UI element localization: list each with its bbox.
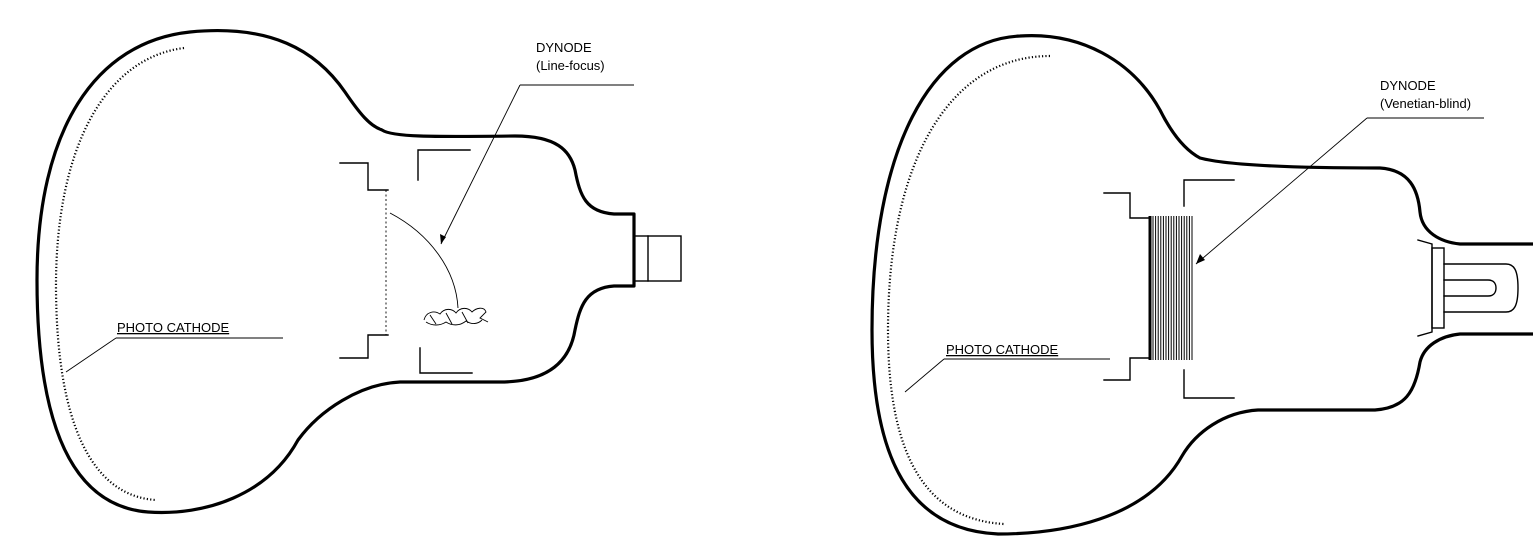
left-tube-envelope: [35, 29, 636, 515]
right-focus-electrode-top: [1103, 192, 1151, 219]
left-dynode-arrowhead: [440, 234, 446, 244]
left-accel-electrode-bottom: [419, 347, 473, 374]
left-cathode-pointer: [65, 337, 117, 373]
right-tube-envelope: [870, 34, 1533, 536]
right-base-stem-inner: [1443, 279, 1497, 297]
right-focus-electrode-bottom: [1103, 357, 1151, 381]
right-venetian-blind-dynode-stack: [1148, 216, 1193, 360]
right-base-stem: [1443, 263, 1519, 313]
left-dynode-chain: [423, 307, 489, 326]
right-cathode-label: PHOTO CATHODE: [946, 342, 1059, 357]
right-dynode-pointer: [1195, 117, 1368, 265]
right-accel-electrode-bottom: [1183, 369, 1235, 399]
right-dynode-type-label: (Venetian-blind): [1380, 96, 1471, 111]
left-focus-electrode-bottom: [339, 334, 389, 359]
left-dynode-pointer: [440, 84, 521, 245]
right-cathode-pointer: [904, 358, 945, 393]
right-base-ring: [1431, 247, 1445, 329]
left-first-dynode-arc: [389, 212, 459, 309]
right-base-collar: [1417, 239, 1433, 337]
left-photocathode-layer: [54, 46, 185, 502]
left-accel-electrode-top: [417, 149, 471, 181]
right-dynode-label: DYNODE: [1380, 78, 1436, 93]
tube-venetian-blind: DYNODE (Venetian-blind) PHOTO CATHODE: [870, 34, 1533, 536]
left-dynode-label: DYNODE: [536, 40, 592, 55]
right-dynode-arrowhead: [1196, 254, 1205, 264]
left-focus-electrode-top: [339, 162, 389, 191]
left-cathode-label: PHOTO CATHODE: [117, 320, 230, 335]
tube-line-focus: DYNODE (Line-focus) PHOTO CATHODE: [35, 29, 682, 515]
right-photocathode-layer: [886, 54, 1051, 526]
left-dynode-type-label: (Line-focus): [536, 58, 605, 73]
right-accel-electrode-top: [1183, 179, 1235, 207]
left-base-connector: [647, 235, 682, 282]
